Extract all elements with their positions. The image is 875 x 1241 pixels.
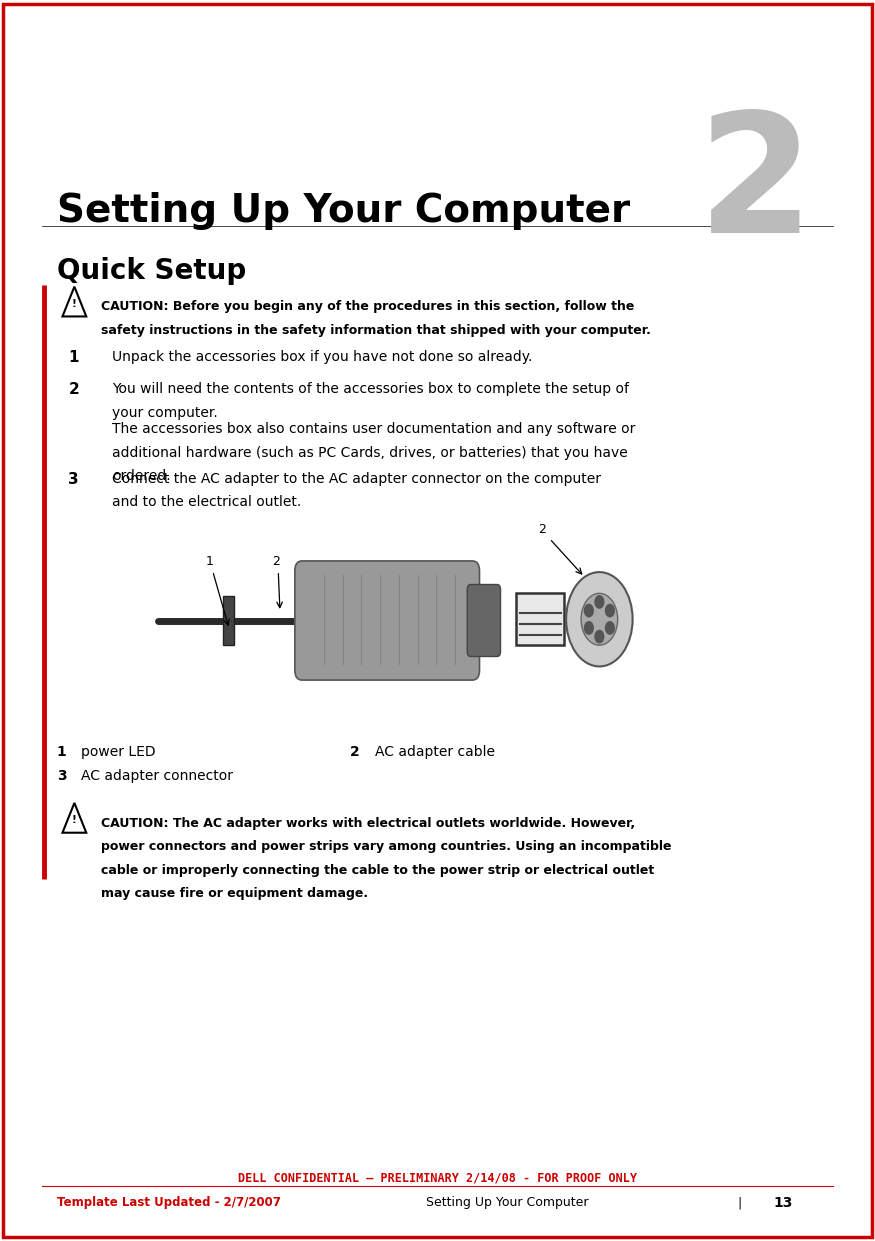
Text: 2: 2 <box>68 382 79 397</box>
Bar <box>223 596 234 645</box>
Circle shape <box>595 596 604 608</box>
Text: 1: 1 <box>57 745 66 758</box>
Text: 2: 2 <box>539 524 546 536</box>
Text: AC adapter cable: AC adapter cable <box>374 745 494 758</box>
Text: !: ! <box>72 299 77 309</box>
Text: safety instructions in the safety information that shipped with your computer.: safety instructions in the safety inform… <box>101 324 650 336</box>
Text: CAUTION: The AC adapter works with electrical outlets worldwide. However,: CAUTION: The AC adapter works with elect… <box>101 817 634 829</box>
Text: You will need the contents of the accessories box to complete the setup of: You will need the contents of the access… <box>112 382 629 396</box>
Circle shape <box>606 622 614 634</box>
Text: DELL CONFIDENTIAL – PRELIMINARY 2/14/08 - FOR PROOF ONLY: DELL CONFIDENTIAL – PRELIMINARY 2/14/08 … <box>238 1172 637 1184</box>
Text: cable or improperly connecting the cable to the power strip or electrical outlet: cable or improperly connecting the cable… <box>101 864 654 876</box>
Text: 3: 3 <box>68 472 79 486</box>
Text: Quick Setup: Quick Setup <box>57 257 246 285</box>
Circle shape <box>584 622 593 634</box>
Text: |: | <box>738 1196 741 1209</box>
Circle shape <box>606 604 614 617</box>
Text: Setting Up Your Computer: Setting Up Your Computer <box>57 192 630 231</box>
FancyBboxPatch shape <box>467 585 500 656</box>
Bar <box>516 593 564 645</box>
Text: 1: 1 <box>206 556 214 568</box>
Text: 2: 2 <box>271 556 280 568</box>
Text: Unpack the accessories box if you have not done so already.: Unpack the accessories box if you have n… <box>112 350 532 364</box>
Text: additional hardware (such as PC Cards, drives, or batteries) that you have: additional hardware (such as PC Cards, d… <box>112 446 627 459</box>
Text: may cause fire or equipment damage.: may cause fire or equipment damage. <box>101 887 368 900</box>
FancyBboxPatch shape <box>295 561 480 680</box>
Circle shape <box>581 593 618 645</box>
Text: Connect the AC adapter to the AC adapter connector on the computer: Connect the AC adapter to the AC adapter… <box>112 472 601 485</box>
Text: and to the electrical outlet.: and to the electrical outlet. <box>112 495 301 509</box>
Text: 13: 13 <box>774 1196 793 1210</box>
Text: 2: 2 <box>350 745 360 758</box>
Text: 2: 2 <box>698 105 814 268</box>
Text: !: ! <box>72 815 77 825</box>
Text: The accessories box also contains user documentation and any software or: The accessories box also contains user d… <box>112 422 635 436</box>
Text: ordered.: ordered. <box>112 469 171 483</box>
Circle shape <box>566 572 633 666</box>
Text: your computer.: your computer. <box>112 406 218 419</box>
Text: AC adapter connector: AC adapter connector <box>81 769 234 783</box>
Circle shape <box>584 604 593 617</box>
Text: power LED: power LED <box>81 745 156 758</box>
Text: 1: 1 <box>68 350 79 365</box>
Text: Template Last Updated - 2/7/2007: Template Last Updated - 2/7/2007 <box>57 1196 281 1209</box>
Text: 3: 3 <box>57 769 66 783</box>
Text: Setting Up Your Computer: Setting Up Your Computer <box>426 1196 589 1209</box>
Text: CAUTION: Before you begin any of the procedures in this section, follow the: CAUTION: Before you begin any of the pro… <box>101 300 634 313</box>
Circle shape <box>595 630 604 643</box>
Text: power connectors and power strips vary among countries. Using an incompatible: power connectors and power strips vary a… <box>101 840 671 853</box>
